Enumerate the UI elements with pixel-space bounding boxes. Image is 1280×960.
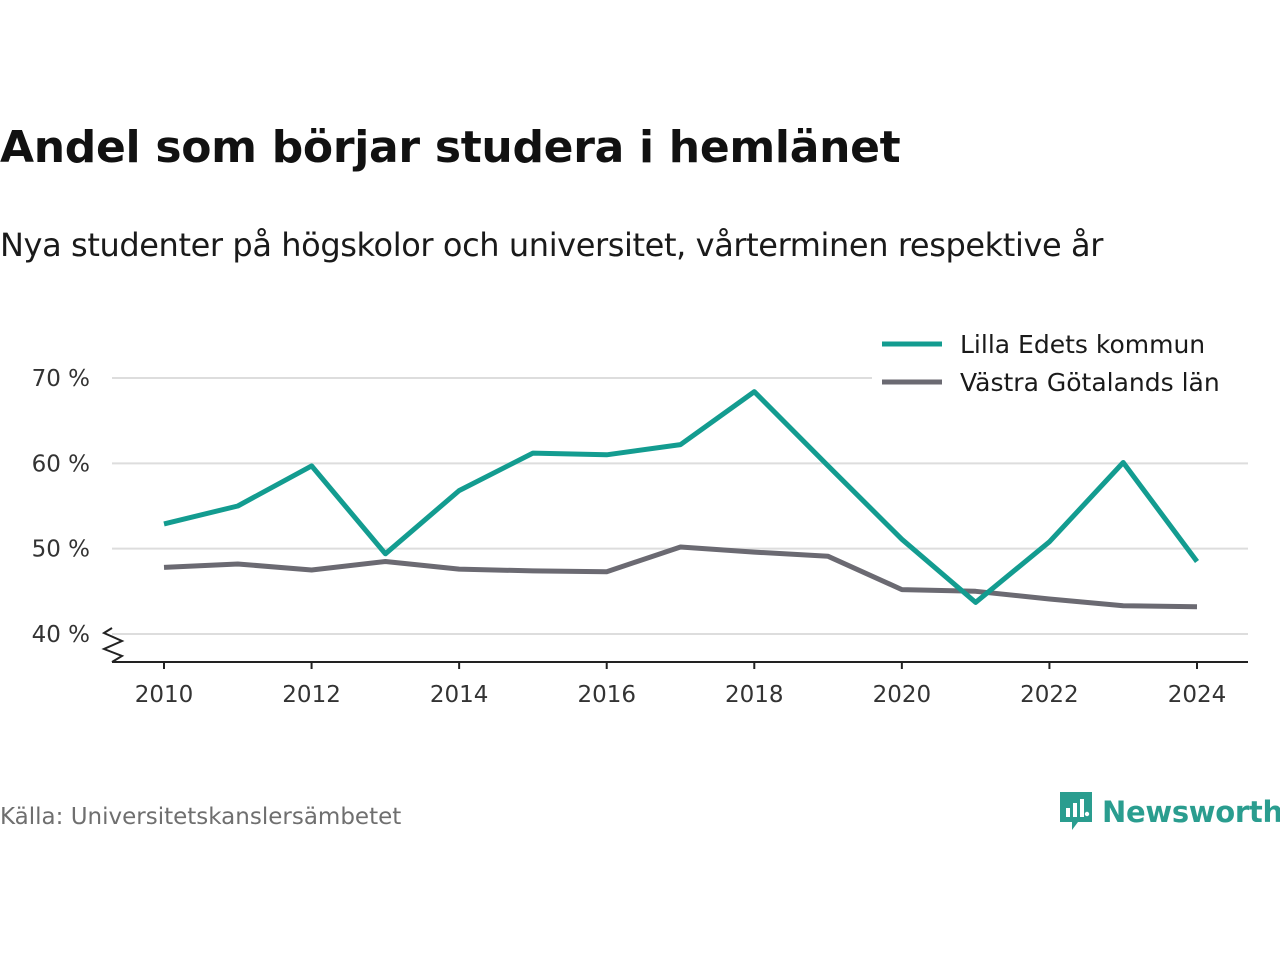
legend-background <box>872 322 1248 408</box>
y-tick-label: 70 % <box>32 366 90 392</box>
x-tick-label: 2018 <box>725 682 784 708</box>
x-tick-label: 2016 <box>577 682 636 708</box>
legend-label-1: Lilla Edets kommun <box>960 330 1205 359</box>
series-line-2 <box>163 544 1198 610</box>
newsworthy-logo-icon <box>1060 792 1092 830</box>
series-lines <box>163 389 1200 610</box>
newsworthy-logo-text: Newsworthy <box>1102 795 1280 829</box>
x-tick-label: 2010 <box>135 682 194 708</box>
chart-subtitle: Nya studenter på högskolor och universit… <box>0 226 1104 264</box>
x-tick-label: 2014 <box>430 682 489 708</box>
chart-title: Andel som börjar studera i hemlänet <box>0 122 901 173</box>
newsworthy-logo: Newsworthy <box>1058 790 1280 834</box>
series-line-1 <box>163 389 1200 605</box>
y-tick-label: 60 % <box>32 451 90 477</box>
grid-lines <box>112 377 1248 635</box>
y-tick-label: 50 % <box>32 537 90 563</box>
axis-break-icon <box>101 627 125 663</box>
x-tick-label: 2020 <box>873 682 932 708</box>
x-axis-ticks: 2010 2012 2014 2016 2018 2020 2022 2024 <box>135 662 1227 708</box>
y-axis-ticks: 40 % 50 % 60 % 70 % <box>32 366 125 663</box>
y-tick-label: 40 % <box>32 622 90 648</box>
x-tick-label: 2012 <box>282 682 341 708</box>
source-note: Källa: Universitetskanslersämbetet <box>0 804 402 830</box>
legend-label-2: Västra Götalands län <box>960 368 1220 397</box>
x-tick-label: 2022 <box>1020 682 1079 708</box>
x-tick-label: 2024 <box>1168 682 1227 708</box>
legend: Lilla Edets kommun Västra Götalands län <box>872 322 1248 408</box>
